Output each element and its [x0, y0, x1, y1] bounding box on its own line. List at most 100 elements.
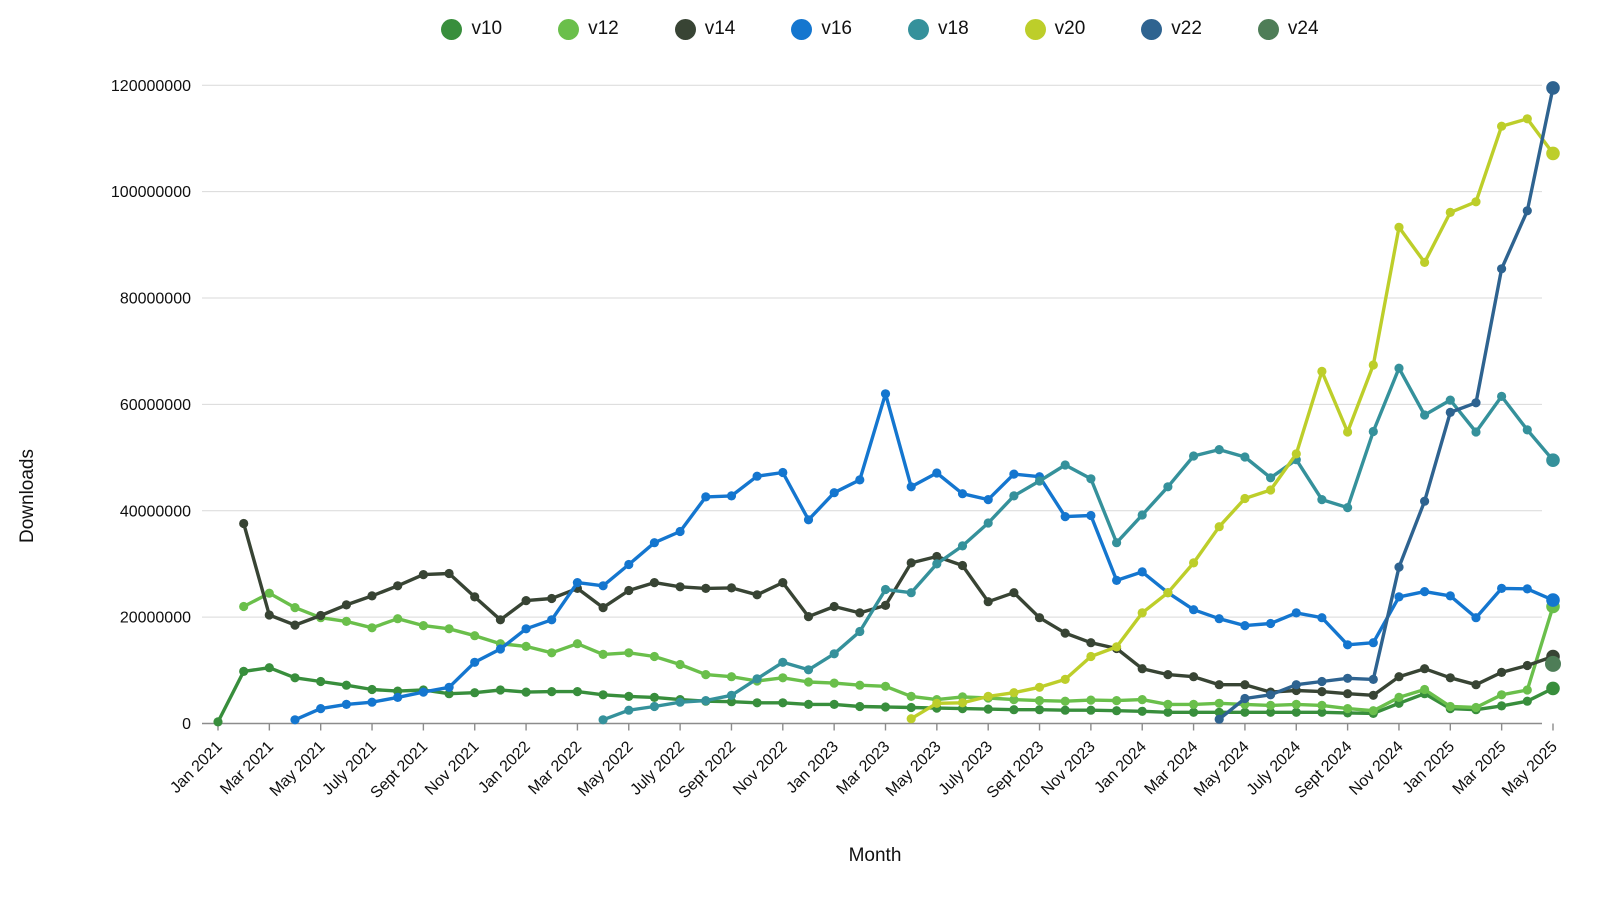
series-v22 — [1214, 81, 1560, 724]
legend-label: v10 — [471, 18, 503, 39]
series-point — [1240, 680, 1250, 690]
series-point — [1394, 222, 1404, 232]
legend-label: v18 — [938, 18, 969, 39]
legend-marker-v12 — [558, 18, 580, 40]
y-tick-label: 40000000 — [120, 503, 191, 520]
series-point — [1317, 707, 1327, 717]
series-point — [1189, 605, 1199, 615]
series-point — [701, 696, 711, 706]
y-tick-label: 0 — [182, 716, 191, 733]
series-point — [1368, 674, 1378, 685]
series-point — [1163, 482, 1173, 492]
series-point — [701, 670, 711, 680]
x-tick-label: May 2025 — [1499, 738, 1561, 800]
series-point — [264, 663, 274, 673]
series-point — [1214, 522, 1224, 532]
x-tick-label: Nov 2022 — [730, 738, 791, 799]
y-tick-label: 60000000 — [120, 397, 191, 414]
series-point — [1137, 608, 1147, 618]
series-point — [1189, 451, 1199, 461]
series-line-v16 — [293, 392, 1555, 722]
series-point — [341, 616, 351, 627]
series-point — [1471, 427, 1481, 437]
series-point — [957, 489, 968, 499]
series-point — [1368, 638, 1378, 648]
series-point — [341, 600, 351, 610]
series-point — [1112, 642, 1122, 652]
legend-marker-v14 — [674, 18, 696, 40]
legend-label: v22 — [1171, 18, 1202, 39]
series-point — [341, 699, 351, 710]
legend-item-v24[interactable]: v24 — [1257, 18, 1319, 40]
series-point — [444, 682, 454, 692]
legend-item-v16[interactable]: v16 — [791, 18, 852, 40]
series-point — [1266, 690, 1276, 700]
series-endpoint-v16 — [1546, 593, 1560, 607]
series-point — [393, 692, 403, 703]
series-point — [803, 665, 814, 675]
legend-item-v20[interactable]: v20 — [1024, 18, 1085, 40]
series-point — [521, 687, 531, 697]
y-tick-label: 120000000 — [111, 78, 191, 95]
x-tick-label: Jan 2021 — [167, 738, 226, 797]
series-point — [1163, 707, 1173, 717]
legend-item-v14[interactable]: v14 — [674, 18, 736, 40]
legend-label: v14 — [704, 18, 736, 39]
x-tick-label: May 2024 — [1191, 738, 1253, 800]
legend-marker-v16 — [791, 18, 813, 40]
series-point — [521, 596, 531, 606]
series-point — [1343, 427, 1353, 437]
series-point — [1522, 660, 1532, 671]
series-point — [1317, 366, 1327, 376]
series-point — [1522, 425, 1532, 435]
series-point — [1368, 360, 1378, 370]
series-point — [470, 688, 480, 698]
series-point — [1471, 398, 1481, 408]
series-point — [803, 699, 814, 710]
series-point — [1368, 426, 1378, 437]
x-tick-label: May 2021 — [267, 738, 329, 800]
series-v20 — [906, 114, 1560, 724]
series-point — [880, 702, 891, 712]
series-point — [855, 626, 865, 637]
series-endpoint-v20 — [1546, 146, 1560, 161]
series-point — [264, 588, 274, 598]
series-point — [803, 677, 814, 687]
x-tick-label: Jan 2023 — [783, 738, 842, 797]
series-point — [752, 590, 762, 600]
series-v24 — [1545, 655, 1561, 672]
series-v18 — [598, 363, 1560, 725]
series-point — [521, 641, 531, 652]
series-point — [1522, 584, 1532, 594]
legend-item-v18[interactable]: v18 — [908, 18, 969, 40]
legend-item-v12[interactable]: v12 — [558, 18, 619, 40]
legend-item-v10[interactable]: v10 — [441, 18, 502, 40]
series-point — [290, 715, 300, 725]
series-point — [239, 666, 249, 677]
series-point — [778, 467, 788, 478]
series-point — [418, 621, 428, 631]
y-tick-label: 80000000 — [120, 291, 191, 308]
series-point — [495, 685, 505, 695]
series-point — [1471, 613, 1481, 623]
series-point — [1343, 689, 1353, 699]
series-point — [1034, 476, 1045, 486]
series-point — [495, 644, 505, 654]
series-point — [239, 601, 249, 612]
series-point — [803, 612, 814, 622]
series-point — [547, 687, 557, 697]
legend-item-v22[interactable]: v22 — [1141, 18, 1202, 40]
series-point — [1112, 706, 1122, 716]
series-point — [1471, 702, 1481, 713]
series-point — [1266, 700, 1276, 711]
series-point — [624, 691, 634, 702]
series-point — [1497, 701, 1507, 711]
x-axis-title: Month — [848, 845, 902, 866]
series-point — [675, 697, 685, 707]
series-point — [778, 673, 788, 683]
series-point — [726, 491, 737, 501]
series-point — [470, 657, 480, 667]
series-point — [1214, 707, 1224, 717]
series-point — [1343, 704, 1353, 714]
